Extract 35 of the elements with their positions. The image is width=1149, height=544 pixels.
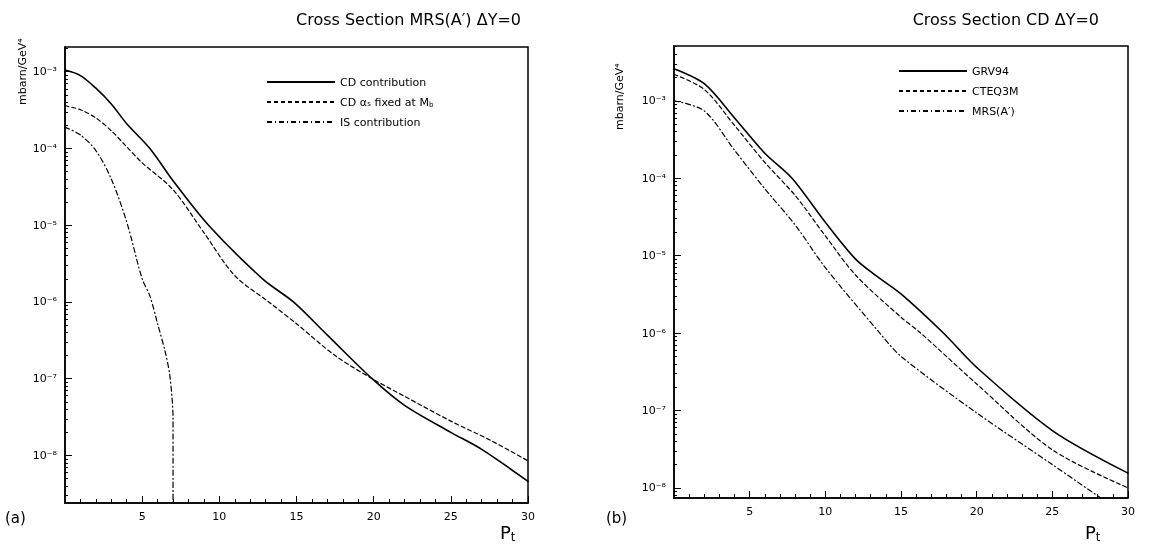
x-tick-label: 20 — [969, 505, 984, 518]
x-tick-label: 5 — [138, 510, 146, 523]
legend-label: CD contribution — [340, 75, 427, 89]
x-tick-label: 10 — [212, 510, 227, 523]
y-tick-label: 10⁻⁸ — [32, 448, 58, 462]
y-tick-label: 10⁻⁵ — [32, 218, 57, 232]
y-axis-title: mbarn/GeV⁴ — [612, 62, 626, 130]
y-tick-label: 10⁻⁶ — [32, 295, 58, 309]
y-axis-title: mbarn/GeV⁴ — [15, 37, 29, 105]
text: (b) — [606, 508, 628, 527]
chart-title: Cross Section MRS(A′) ΔY=0 — [295, 9, 522, 29]
y-tick-label: 10⁻⁵ — [641, 249, 666, 263]
legend-label: CTEQ3M — [972, 84, 1019, 98]
x-tick-label: 25 — [1045, 505, 1060, 518]
legend-label: MRS(A′) — [972, 104, 1015, 118]
x-tick-label: 25 — [443, 510, 458, 523]
text: (a) — [5, 508, 26, 527]
x-tick-label: 15 — [289, 510, 304, 523]
y-tick-label: 10⁻⁴ — [32, 141, 58, 155]
x-tick-label: 20 — [366, 510, 381, 523]
x-tick-label: 30 — [1121, 505, 1135, 518]
y-tick-label: 10⁻⁶ — [641, 326, 667, 340]
y-tick-label: 10⁻⁷ — [32, 372, 57, 386]
legend-label: GRV94 — [972, 64, 1010, 78]
x-tick-label: 15 — [894, 505, 908, 518]
y-tick-label: 10⁻⁴ — [641, 171, 667, 185]
x-tick-label: 30 — [521, 510, 535, 523]
legend-label: IS contribution — [340, 115, 421, 129]
y-tick-label: 10⁻³ — [32, 65, 57, 79]
y-tick-label: 10⁻⁷ — [641, 403, 666, 417]
chart-title: Cross Section CD ΔY=0 — [912, 9, 1099, 29]
x-tick-label: 10 — [818, 505, 833, 518]
y-tick-label: 10⁻⁸ — [641, 481, 667, 495]
y-tick-label: 10⁻³ — [641, 94, 666, 108]
x-tick-label: 5 — [746, 505, 754, 518]
